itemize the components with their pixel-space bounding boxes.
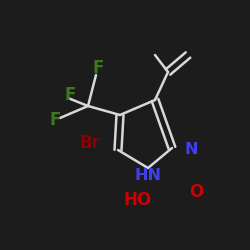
- Text: F: F: [49, 111, 61, 129]
- Text: HO: HO: [124, 191, 152, 209]
- Text: F: F: [64, 86, 76, 104]
- Text: F: F: [92, 59, 104, 77]
- Text: HN: HN: [134, 168, 162, 182]
- Text: N: N: [184, 142, 198, 158]
- Text: Br: Br: [80, 134, 100, 152]
- Text: O: O: [189, 183, 203, 201]
